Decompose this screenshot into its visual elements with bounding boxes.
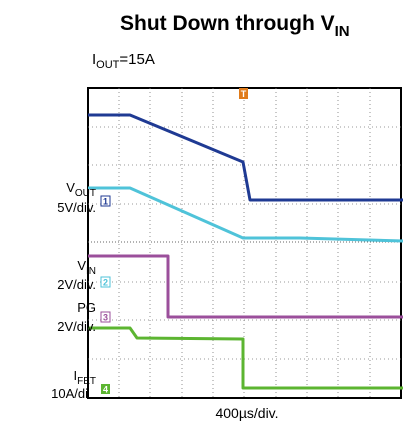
trigger-marker: T bbox=[239, 88, 248, 99]
time-scale: 400µs/div. bbox=[215, 405, 278, 421]
trigger-label: T bbox=[241, 89, 247, 99]
vout-symbol: V bbox=[66, 180, 75, 195]
condition-value: =15A bbox=[119, 51, 154, 68]
vin-label: VIN bbox=[77, 258, 96, 277]
title-text: Shut Down through V bbox=[120, 12, 335, 35]
ch2-marker: 2 bbox=[103, 278, 108, 288]
vout-top-trace bbox=[88, 113, 403, 202]
condition-subscript: OUT bbox=[96, 59, 120, 71]
ch3-marker: 3 bbox=[103, 313, 108, 323]
vout-trace bbox=[88, 186, 403, 243]
vin-trace bbox=[88, 254, 403, 319]
title-subscript: IN bbox=[335, 23, 350, 40]
vin-symbol: V bbox=[77, 258, 86, 273]
ifet-subscript: FET bbox=[77, 376, 96, 387]
vin-subscript: IN bbox=[86, 266, 96, 277]
vout-label: VOUT bbox=[66, 180, 96, 199]
ifet-scale: 10A/di bbox=[51, 386, 88, 401]
vout-scale: 5V/div. bbox=[57, 200, 96, 215]
ifet-label: IFET bbox=[73, 368, 96, 387]
ch4-marker: 4 bbox=[103, 385, 108, 395]
ifet-symbol: I bbox=[73, 368, 77, 383]
condition: IOUT=15A bbox=[92, 51, 155, 71]
condition-symbol: I bbox=[92, 51, 96, 68]
vout-subscript: OUT bbox=[75, 188, 96, 199]
title: Shut Down through VIN bbox=[120, 12, 350, 40]
ch1-marker: 1 bbox=[103, 197, 108, 207]
vin-scale: 2V/div. bbox=[57, 277, 96, 292]
pg-scale: 2V/div. bbox=[57, 319, 96, 334]
pg-label: PG bbox=[77, 300, 96, 315]
channel-markers: 1 2 3 4 bbox=[100, 195, 111, 395]
pg-ifet-trace bbox=[88, 326, 403, 390]
